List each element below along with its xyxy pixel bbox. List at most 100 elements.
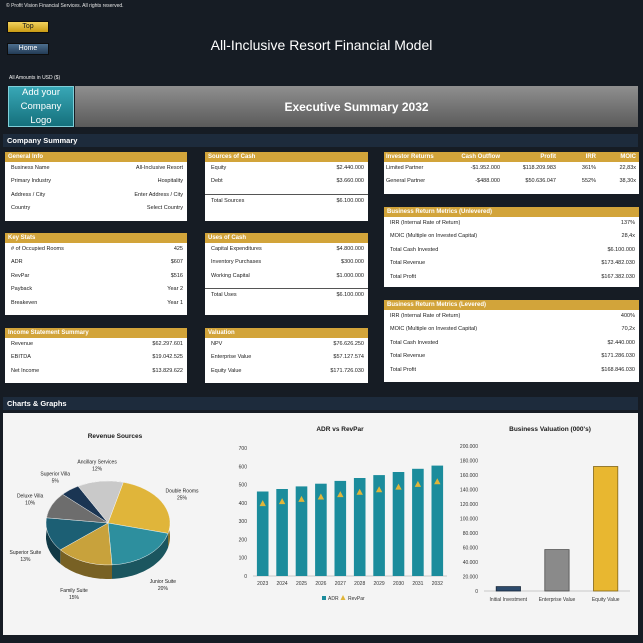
row-label: Total Revenue [390,260,426,267]
logo-line-1: Add your [21,86,61,98]
table-row: Working Capital $1.000.000 [205,270,368,283]
row-value: 38,30x [619,178,636,185]
table-row: EBITDA $19.042.525 [5,351,187,364]
levered-metrics-panel: Business Return Metrics (Levered) IRR (I… [384,300,639,382]
total-row: Total Sources $6.100.000 [205,193,368,207]
home-button[interactable]: Home [7,43,49,55]
row-label: Inventory Purchases [211,259,262,266]
legend-revpar-swatch [340,595,346,600]
row-label: Total Revenue [390,353,426,360]
table-row: RevPar $516 [5,270,187,283]
copyright-text: © Profit Vision Financial Services. All … [6,3,124,9]
x-tick-label: 2023 [257,581,268,587]
row-label: Revenue [11,341,34,347]
pie-value-superior-suite: 13% [20,557,31,563]
row-value: 425 [173,246,183,252]
row-value: $76.626.250 [333,341,364,347]
row-value: $6.100.000 [607,246,635,253]
row-value: All-Inclusive Resort [135,165,183,171]
revpar-marker [395,483,402,490]
business-valuation-chart: 0 20.000 40.000 60.000 80.000 100.000 120.000 1… [460,444,630,603]
table-row: IRR (Internal Rate of Return) 137% [384,217,639,230]
revpar-marker [298,495,305,502]
row-label: Capital Expenditures [211,246,262,252]
row-value: 70,2x [621,326,635,333]
revenue-sources-title: Revenue Sources [87,433,143,440]
table-row: Inventory Purchases $300.000 [205,256,368,269]
table-row: Breakeven Year 1 [5,297,187,310]
unlevered-header: Business Return Metrics (Unlevered) [384,207,639,217]
revpar-marker [414,480,422,487]
x-tick-label: 2029 [374,581,385,587]
row-value: -$488.000 [475,178,500,185]
legend-adr-label: ADR [328,596,339,602]
row-value: 552% [581,178,596,185]
table-row: Total Profit $168.846.030 [384,364,639,377]
row-label: Total Cash Invested [390,246,439,253]
row-label: Total Profit [390,366,416,373]
row-value: 22,83x [619,165,636,171]
row-value: $2.440.000 [336,165,364,171]
row-value: $607 [170,259,183,266]
adr-bar [256,491,269,576]
address-input[interactable]: Enter Address / City [134,191,183,198]
table-row: ADR $607 [5,256,187,269]
row-value: Year 1 [167,299,183,306]
table-row: Total Revenue $173.482.030 [384,257,639,270]
pie-label-family-suite: Family Suite [60,588,88,594]
adr-bar [315,483,327,576]
row-value: $118.209.983 [522,165,556,171]
x-tick-label: 2032 [432,581,443,587]
row-value: $300.000 [341,259,364,266]
x-tick-label: 2031 [412,581,423,587]
row-value: $19.042.525 [152,354,183,361]
row-value: $57.127.574 [333,354,364,361]
y-tick-label: 200 [239,537,248,543]
y-tick-label: 100.000 [460,517,478,523]
table-row: Enterprise Value $57.127.574 [205,351,368,364]
income-summary-header: Income Statement Summary [5,328,187,338]
row-label: MOIC (Multiple on Invested Capital) [390,326,478,333]
country-select[interactable]: Select Country [146,205,183,212]
row-label: EBITDA [11,354,31,361]
legend-revpar-label: RevPar [348,596,365,602]
total-row: Total Uses $6.100.000 [205,288,368,301]
table-row: Total Cash Invested $6.100.000 [384,244,639,257]
top-button[interactable]: Top [7,21,49,33]
row-value: $6.100.000 [336,197,364,204]
adr-bar [295,486,308,576]
pie-value-deluxe-villa: 10% [25,501,36,507]
y-tick-label: 60.000 [463,546,479,552]
company-logo-placeholder[interactable]: Add your Company Logo [8,86,74,127]
y-tick-label: 600 [239,464,248,470]
row-label: RevPar [11,272,30,279]
row-label: Working Capital [211,272,250,279]
income-summary-panel: Income Statement Summary Revenue $62.297.… [5,328,187,383]
row-label: Payback [11,286,33,293]
row-label: MOIC (Multiple on Invested Capital) [390,233,478,240]
row-label: Limited Partner [386,165,424,171]
pie-label-superior-villa: Superior Villa [40,472,70,478]
executive-summary-banner: Executive Summary 2032 [75,86,638,127]
pie-slice-side-superior-suite [46,517,61,564]
key-stats-panel: Key Stats # of Occupied Rooms 425 ADR $607… [5,233,187,315]
row-value: $171.286.030 [601,353,635,360]
logo-line-2: Company Logo [20,100,62,126]
row-value: 28,4x [621,233,635,240]
row-value: $62.297.601 [152,341,183,347]
pie-value-ancillary-services: 12% [92,467,103,473]
adr-revpar-chart: 0 100 200 300 400 500 600 700 2023 2024 2025 2026 2… [239,446,447,602]
pie-slice-family-suite [59,522,113,566]
uses-of-cash-panel: Uses of Cash Capital Expenditures $4.800.… [205,233,368,315]
table-row: General Partner -$488.000 $50.636.047 55… [384,175,639,188]
y-tick-label: 20.000 [463,575,479,581]
y-tick-label: 700 [239,446,248,452]
levered-header: Business Return Metrics (Levered) [384,300,639,310]
pie-label-ancillary-services: Ancillary Services [77,460,117,466]
revpar-marker [337,491,344,498]
adr-bar [334,480,347,576]
table-row: Total Profit $167.382.030 [384,271,639,284]
y-tick-label: 140.000 [460,488,478,494]
table-row: Primary Industry Hospitality [5,175,187,188]
row-label: Total Cash Invested [390,339,439,346]
